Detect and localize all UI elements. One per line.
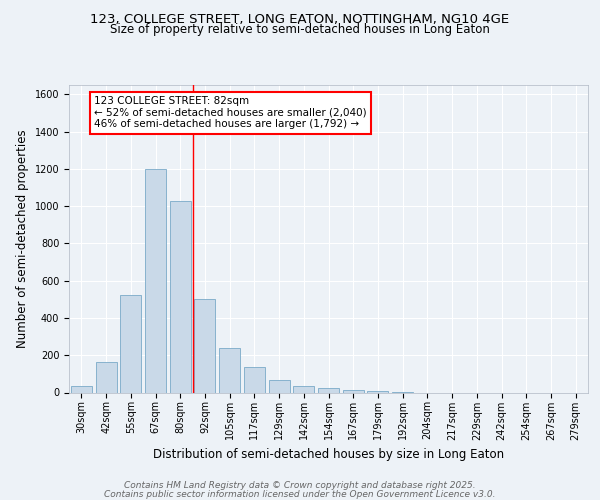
Bar [293, 386, 314, 392]
Bar [219, 348, 240, 393]
Bar [120, 294, 141, 392]
Bar [318, 388, 339, 392]
Text: Contains HM Land Registry data © Crown copyright and database right 2025.: Contains HM Land Registry data © Crown c… [124, 481, 476, 490]
Text: Size of property relative to semi-detached houses in Long Eaton: Size of property relative to semi-detach… [110, 22, 490, 36]
Bar [95, 362, 116, 392]
Text: 123 COLLEGE STREET: 82sqm
← 52% of semi-detached houses are smaller (2,040)
46% : 123 COLLEGE STREET: 82sqm ← 52% of semi-… [94, 96, 367, 130]
Text: Contains public sector information licensed under the Open Government Licence v3: Contains public sector information licen… [104, 490, 496, 499]
Bar [269, 380, 290, 392]
Bar [367, 391, 388, 392]
Bar [170, 200, 191, 392]
Bar [145, 169, 166, 392]
Bar [194, 300, 215, 392]
Y-axis label: Number of semi-detached properties: Number of semi-detached properties [16, 130, 29, 348]
Bar [71, 386, 92, 392]
Text: 123, COLLEGE STREET, LONG EATON, NOTTINGHAM, NG10 4GE: 123, COLLEGE STREET, LONG EATON, NOTTING… [91, 12, 509, 26]
Bar [244, 368, 265, 392]
Bar [343, 390, 364, 392]
X-axis label: Distribution of semi-detached houses by size in Long Eaton: Distribution of semi-detached houses by … [153, 448, 504, 461]
